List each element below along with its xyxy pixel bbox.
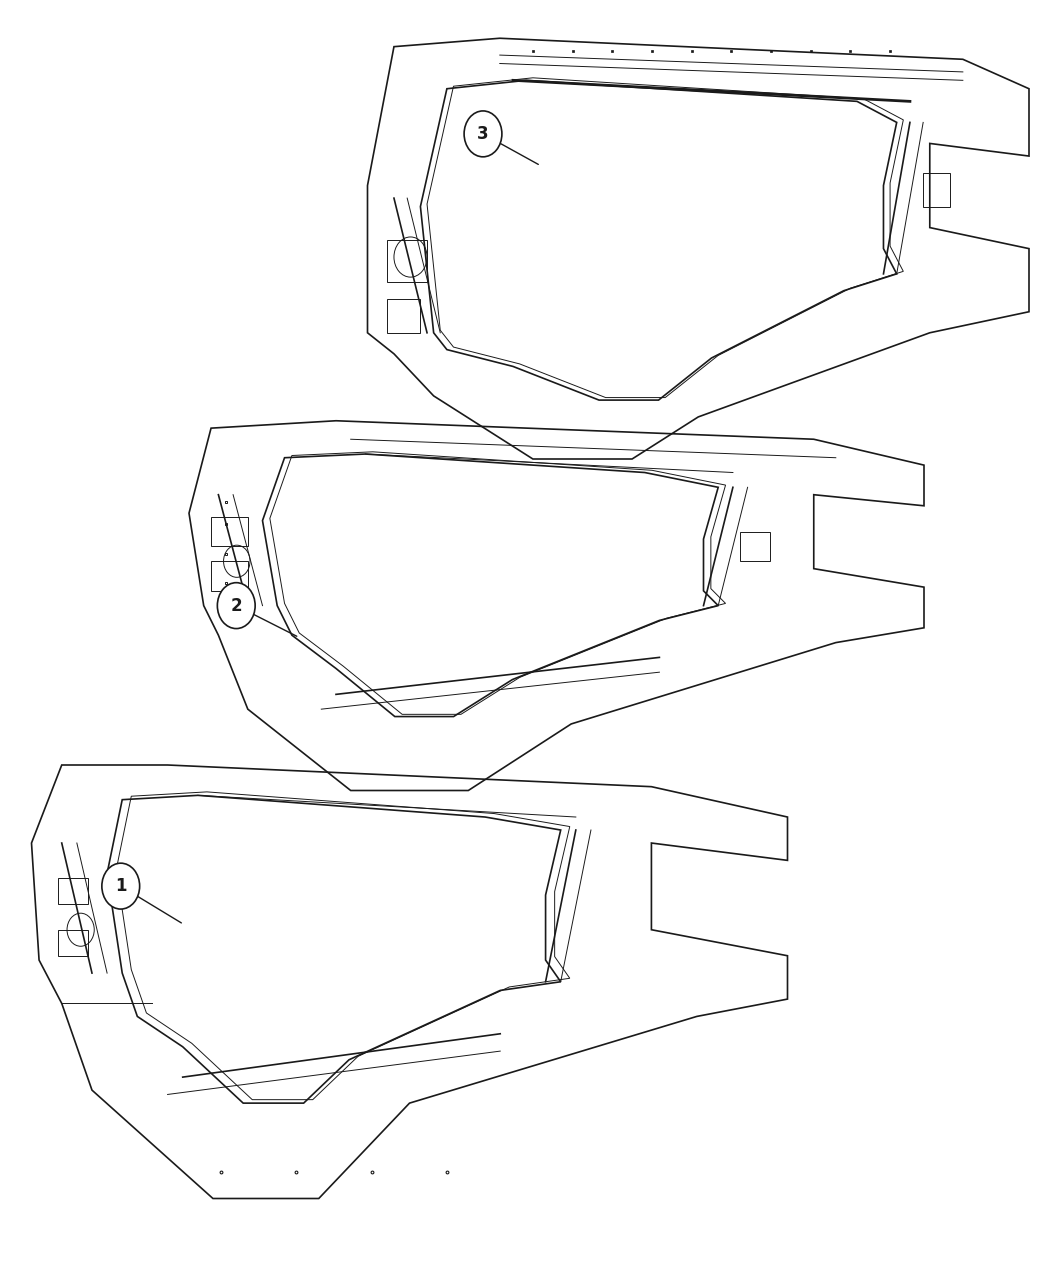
Circle shape bbox=[217, 583, 255, 629]
Text: 3: 3 bbox=[477, 125, 489, 143]
Circle shape bbox=[102, 863, 140, 909]
Circle shape bbox=[464, 111, 502, 157]
Text: 1: 1 bbox=[116, 877, 126, 895]
Text: 2: 2 bbox=[230, 597, 243, 615]
